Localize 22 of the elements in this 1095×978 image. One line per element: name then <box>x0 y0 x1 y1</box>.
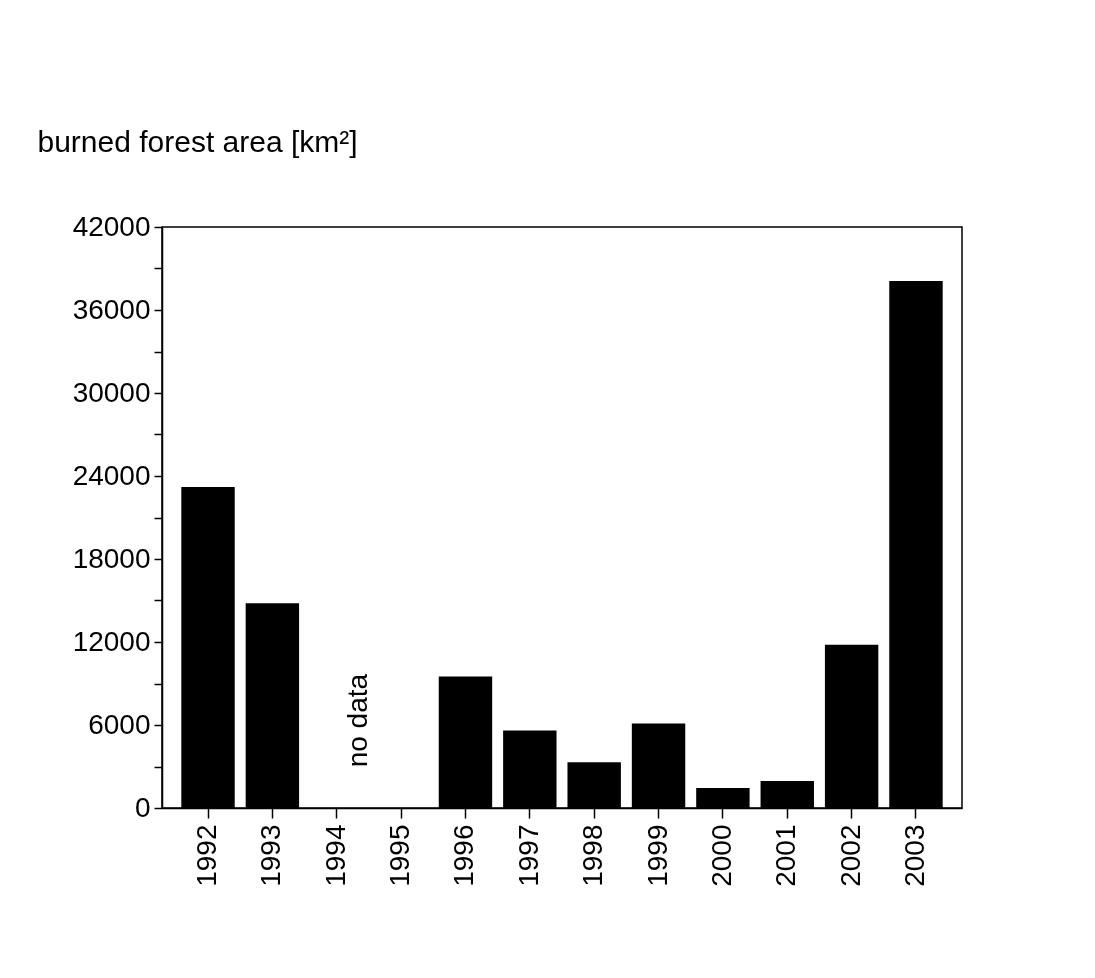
x-tick-label: 1992 <box>191 824 223 887</box>
x-tick-label: 1997 <box>512 824 544 887</box>
y-axis-title: burned forest area [km²] <box>37 124 358 158</box>
x-tick-label: 2000 <box>705 824 737 887</box>
y-tick-label: 36000 <box>72 293 151 325</box>
y-tick-label: 18000 <box>72 542 151 574</box>
y-tick-label: 12000 <box>72 625 151 657</box>
y-tick-label: 30000 <box>72 376 151 408</box>
x-tick-label: 2002 <box>834 824 866 887</box>
x-tick-label: 1995 <box>384 824 416 887</box>
x-tick-label: 1996 <box>448 824 480 887</box>
x-tick-label: 2003 <box>898 824 930 887</box>
x-tick-label: 1998 <box>577 824 609 887</box>
y-tick-label: 24000 <box>72 459 151 491</box>
x-tick-label: 1999 <box>641 824 673 887</box>
y-tick-label: 0 <box>134 791 151 823</box>
x-tick-label: 2001 <box>770 824 802 887</box>
y-tick-label: 6000 <box>88 708 151 740</box>
x-tick-label: 1993 <box>255 824 287 887</box>
y-tick-label: 42000 <box>72 210 151 242</box>
x-tick-label: 1994 <box>319 824 351 887</box>
annotation: no data <box>341 673 373 768</box>
